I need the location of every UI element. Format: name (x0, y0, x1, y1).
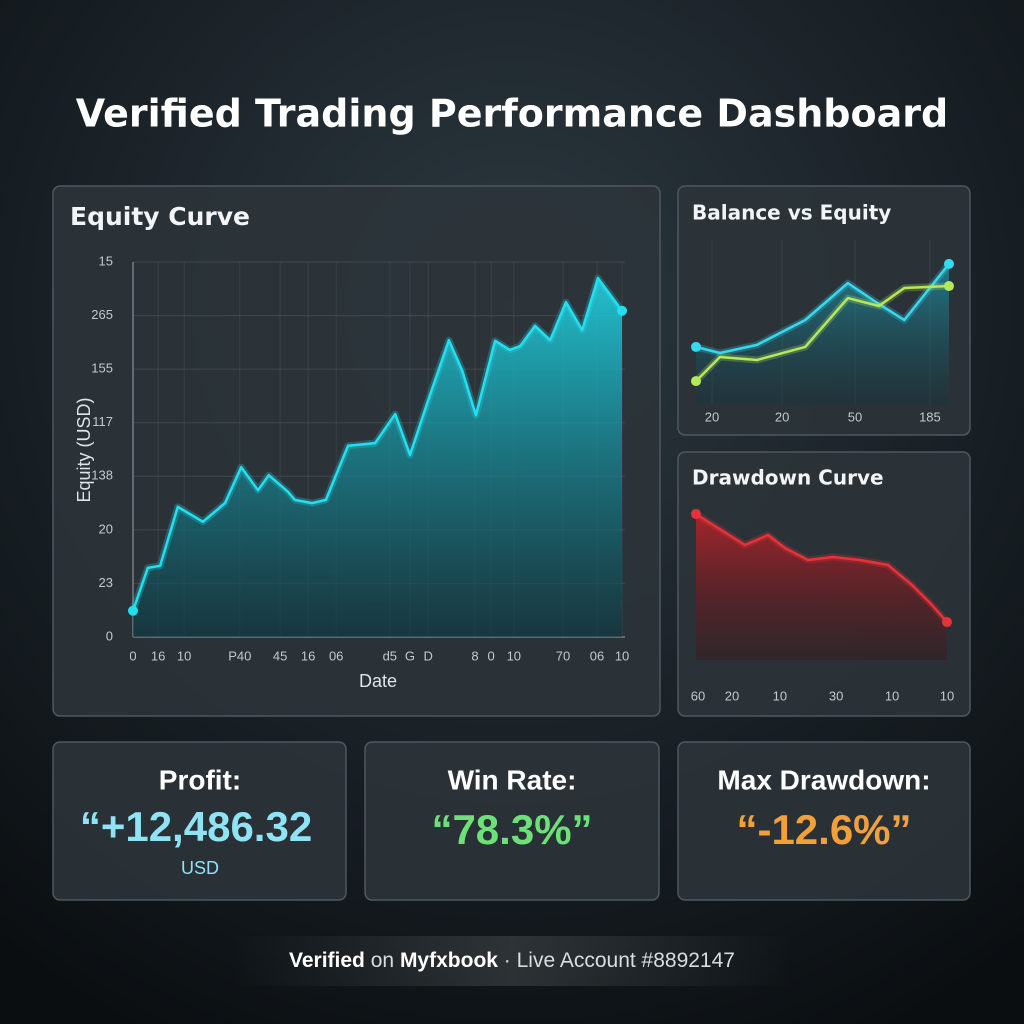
x-tick-label: 50 (848, 409, 862, 424)
end-point (941, 617, 952, 628)
footer-account: · Live Account #8892147 (504, 949, 735, 972)
x-tick-label: 45 (273, 648, 287, 663)
x-tick-label: 60 (691, 688, 705, 703)
x-tick-label: 10 (507, 648, 521, 663)
x-axis-label: Date (359, 671, 397, 691)
x-tick-label: G (405, 648, 415, 663)
footer-verified: Verified (289, 949, 365, 972)
y-tick-label: 155 (91, 361, 113, 376)
y-tick-label: 117 (92, 414, 113, 429)
end-point (943, 281, 954, 292)
x-tick-label: 0 (129, 648, 136, 663)
chart-title: Equity Curve (70, 202, 250, 231)
stat-value: “78.3%” (431, 806, 592, 853)
x-tick-label: P40 (228, 648, 251, 663)
stat-card (364, 741, 660, 901)
x-tick-label: 16 (301, 648, 315, 663)
stat-value: “-12.6%” (736, 806, 911, 853)
end-point (691, 341, 701, 352)
end-point (691, 509, 701, 520)
x-tick-label: 16 (151, 648, 165, 663)
series-line (695, 512, 948, 623)
series-line (695, 284, 950, 382)
area-fill (696, 263, 949, 405)
page-title: Verified Trading Performance Dashboard (76, 92, 948, 136)
x-tick-label: 10 (773, 688, 787, 703)
end-point (943, 258, 954, 269)
area-fill (133, 278, 622, 637)
footer-brand: Myfxbook (400, 949, 498, 972)
stat-label: Win Rate: (448, 764, 577, 795)
stat-label: Profit: (159, 764, 241, 795)
stat-card (677, 741, 971, 901)
series-line (695, 263, 950, 355)
end-point (691, 376, 701, 387)
x-tick-label: 20 (725, 688, 739, 703)
x-tick-label: 185 (919, 409, 941, 424)
x-tick-label: 10 (615, 648, 629, 663)
y-tick-label: 265 (91, 307, 113, 322)
x-tick-label: 10 (885, 688, 899, 703)
x-tick-label: 10 (177, 648, 191, 663)
footer: Verified on Myfxbook · Live Account #889… (289, 949, 735, 972)
x-tick-label: 10 (940, 688, 954, 703)
footer-glow (230, 936, 794, 986)
stat-unit: USD (181, 858, 219, 878)
series-line (131, 276, 624, 612)
end-point (617, 305, 628, 316)
x-tick-label: 06 (590, 648, 604, 663)
x-tick-label: 30 (829, 688, 843, 703)
y-tick-label: 15 (99, 253, 113, 268)
x-tick-label: 70 (556, 648, 570, 663)
y-tick-label: 23 (99, 575, 113, 590)
x-tick-label: 20 (705, 409, 719, 424)
x-tick-label: d5 (383, 648, 397, 663)
chart-title: Drawdown Curve (692, 466, 884, 490)
y-axis-label: Equity (USD) (74, 397, 94, 502)
x-tick-label: 06 (329, 648, 343, 663)
y-tick-label: 138 (91, 468, 113, 483)
y-tick-label: 20 (99, 521, 113, 536)
stat-card (52, 741, 347, 901)
x-tick-label: 0 (488, 648, 495, 663)
area-fill (696, 514, 947, 660)
y-tick-label: 0 (106, 628, 113, 643)
x-tick-label: D (424, 648, 433, 663)
stat-value: “+12,486.32 (80, 803, 312, 850)
x-tick-label: 8 (471, 648, 478, 663)
stat-label: Max Drawdown: (717, 764, 930, 795)
end-point (128, 605, 138, 616)
chart-title: Balance vs Equity (692, 201, 891, 225)
x-tick-label: 20 (775, 409, 789, 424)
footer-on: on (371, 949, 394, 972)
